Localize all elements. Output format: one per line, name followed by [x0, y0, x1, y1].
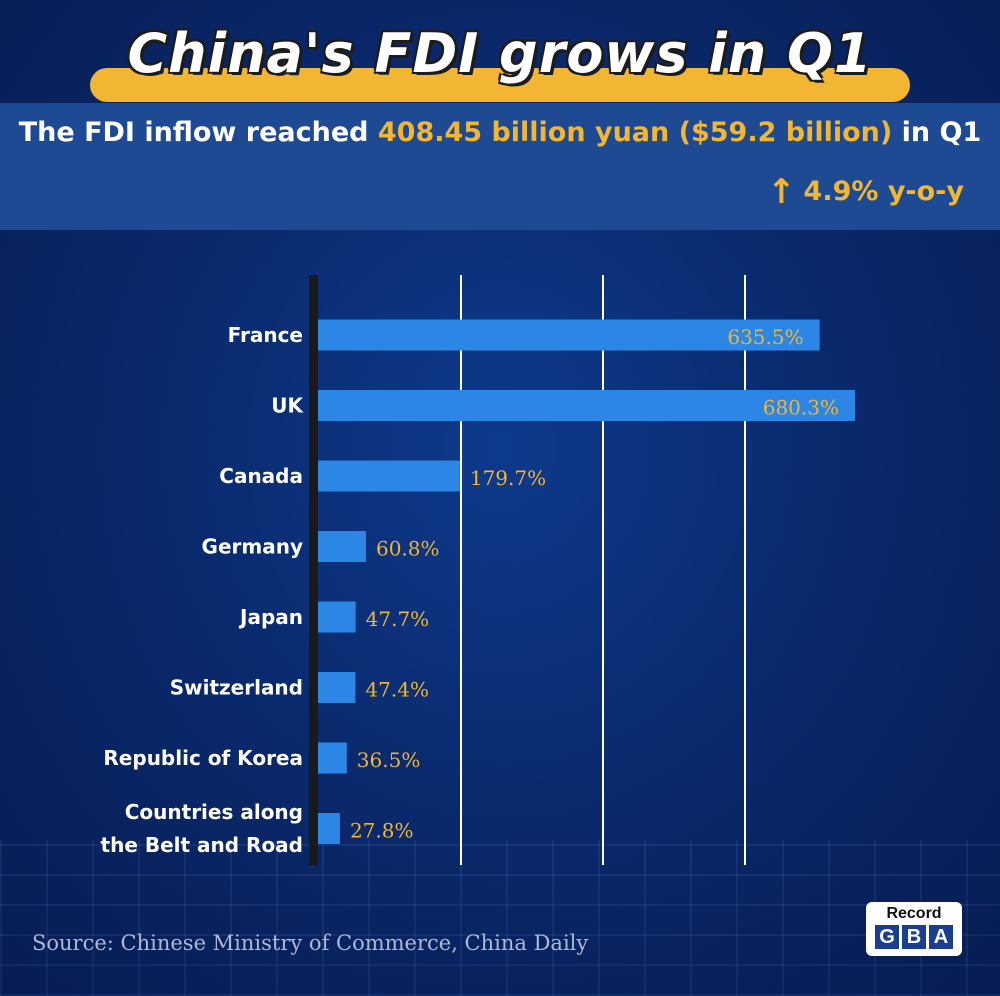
value-label: 635.5%	[727, 325, 803, 349]
value-label: 27.8%	[350, 819, 414, 843]
page-title: China's FDI grows in Q1	[127, 22, 873, 85]
bar	[318, 813, 340, 844]
summary-line: The FDI inflow reached 408.45 billion yu…	[0, 117, 1000, 148]
category-label: Countries along	[125, 800, 303, 824]
value-label: 47.4%	[365, 678, 429, 702]
value-label: 60.8%	[376, 537, 440, 561]
bar	[318, 460, 460, 492]
logo-record-text: Record	[886, 905, 942, 922]
summary-line-pre: The FDI inflow reached	[18, 117, 378, 148]
category-label: UK	[271, 394, 304, 418]
category-label: Germany	[202, 535, 303, 559]
bar	[318, 672, 356, 703]
source-note: Source: Chinese Ministry of Commerce, Ch…	[32, 931, 589, 955]
summary-banner	[0, 103, 1000, 230]
bar	[318, 390, 855, 421]
up-arrow-icon: ↑	[767, 172, 796, 212]
y-axis	[309, 275, 318, 865]
value-label: 680.3%	[763, 396, 839, 420]
category-label: Canada	[219, 464, 303, 488]
value-label: 47.7%	[366, 607, 430, 631]
growth-text: 4.9% y-o-y	[803, 176, 964, 207]
logo-letter: G	[875, 925, 899, 949]
category-label: Republic of Korea	[103, 746, 303, 770]
background-grid-floor	[0, 840, 1000, 996]
logo-letter: A	[929, 925, 953, 949]
category-label: France	[228, 323, 303, 347]
bar	[318, 319, 820, 351]
category-label: the Belt and Road	[101, 833, 303, 857]
bar	[318, 601, 356, 633]
bar	[318, 531, 366, 562]
category-label: Switzerland	[170, 676, 303, 700]
value-label: 36.5%	[357, 748, 421, 772]
logo-letters: G B A	[866, 925, 962, 949]
bar	[318, 742, 347, 774]
growth-indicator: ↑ 4.9% y-o-y	[767, 172, 964, 212]
record-gba-logo: Record G B A	[866, 902, 962, 956]
value-label: 179.7%	[470, 466, 546, 490]
title-highlight-bar	[90, 68, 910, 102]
logo-letter: B	[902, 925, 926, 949]
category-label: Japan	[238, 605, 303, 629]
summary-line-highlight: 408.45 billion yuan ($59.2 billion)	[377, 117, 893, 148]
summary-line-post: in Q1	[892, 117, 982, 148]
